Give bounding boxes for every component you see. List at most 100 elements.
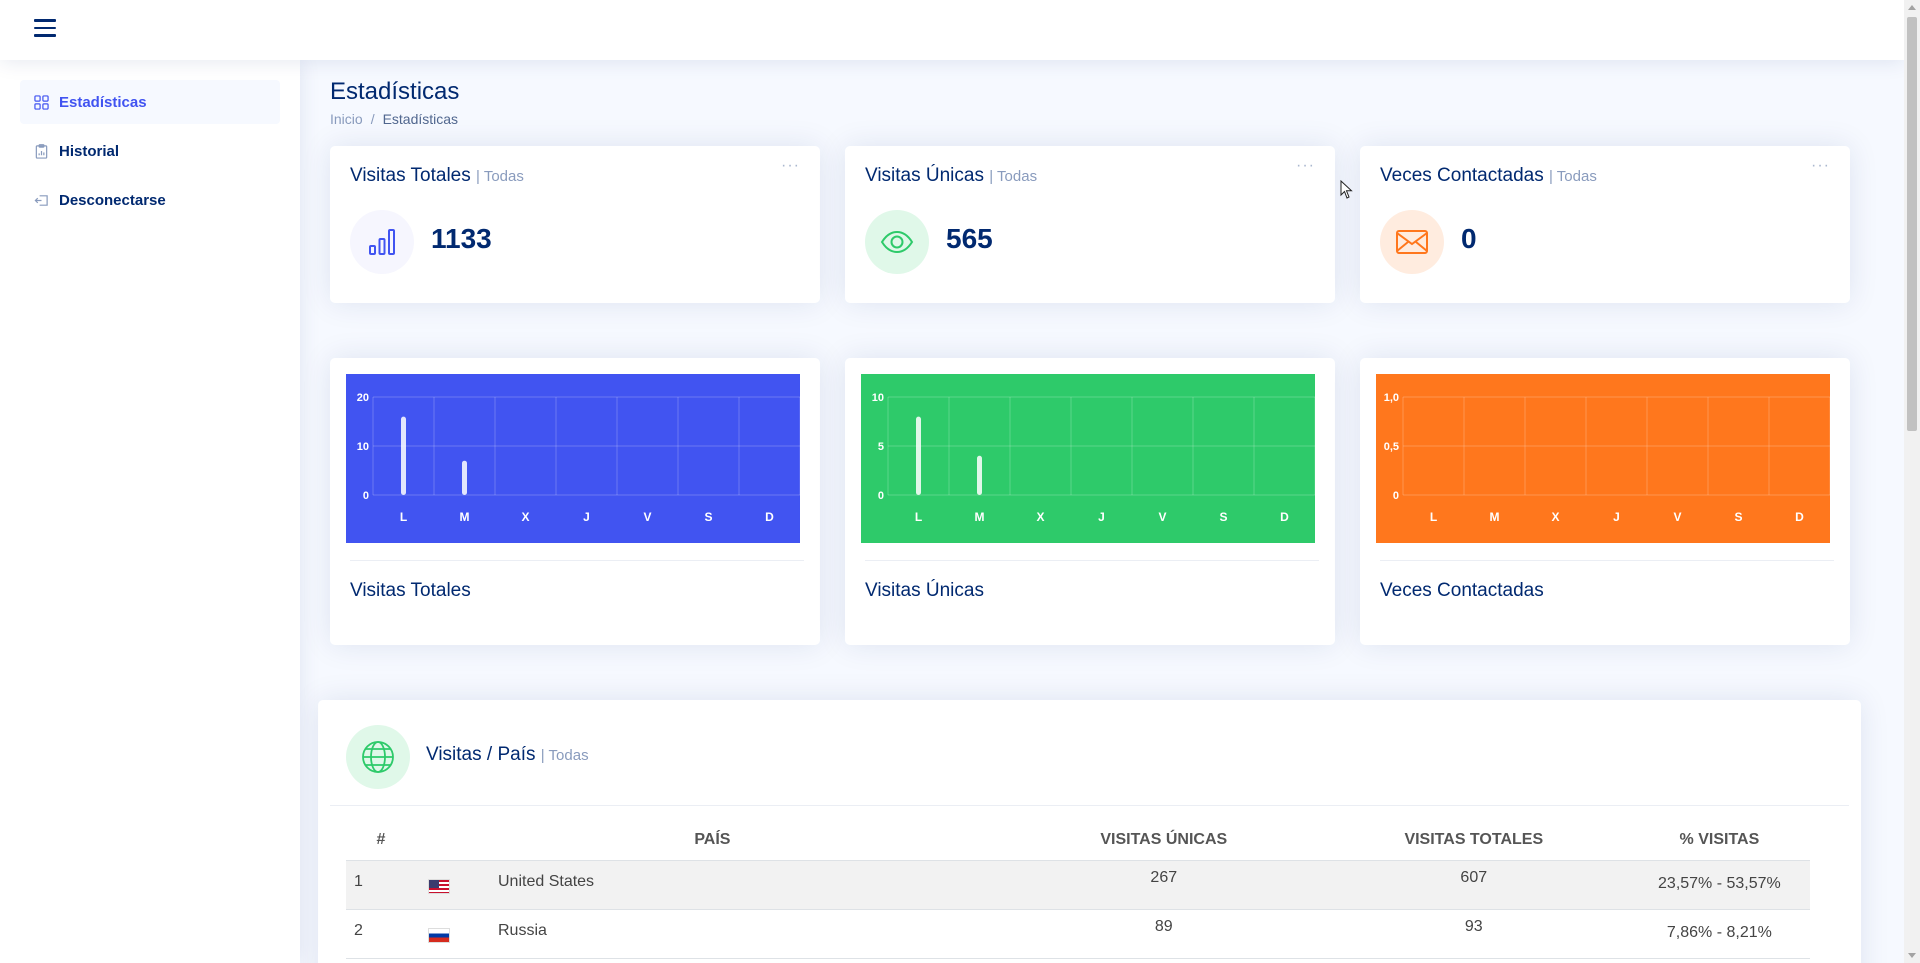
stat-card-title: Visitas Únicas | Todas — [865, 165, 1037, 187]
x-tick-label: L — [1430, 510, 1437, 524]
chart-svg: 0 5 10 L M X J V S D — [861, 374, 1315, 543]
stat-filter-text: | Todas — [476, 168, 524, 185]
flag-us-icon — [416, 860, 498, 910]
x-tick-label: S — [704, 510, 712, 524]
more-options-button[interactable]: ··· — [1296, 157, 1315, 174]
table-row: 2 Russia 89 93 7,86% - 8,21% — [346, 909, 1810, 959]
scroll-up-icon[interactable] — [1908, 5, 1916, 10]
y-tick-label: 5 — [878, 441, 884, 453]
x-tick-label: L — [915, 510, 922, 524]
x-tick-label: D — [1280, 510, 1289, 524]
chart-background — [346, 374, 800, 543]
page-title-block: Estadísticas Inicio / Estadísticas — [330, 78, 459, 127]
x-tick-label: X — [1036, 510, 1044, 524]
row-unique: 89 — [1008, 909, 1319, 959]
x-tick-label: D — [765, 510, 774, 524]
breadcrumb-separator: / — [370, 111, 375, 127]
y-tick-label: 1,0 — [1384, 392, 1399, 404]
sidebar-item-estadisticas[interactable]: Estadísticas — [20, 80, 280, 124]
x-tick-label: S — [1219, 510, 1227, 524]
sidebar-item-label: Desconectarse — [59, 191, 166, 209]
chart-veces-contactadas: 0 0,5 1,0 L M X J V S D — [1376, 374, 1830, 543]
bar-chart-icon — [350, 210, 414, 274]
y-tick-label: 0,5 — [1384, 441, 1399, 453]
table-title-text: Visitas / País — [426, 744, 536, 765]
countries-table: # PAÍS VISITAS ÚNICAS VISITAS TOTALES % … — [346, 820, 1810, 959]
column-header-total[interactable]: VISITAS TOTALES — [1318, 820, 1629, 861]
divider — [350, 560, 804, 561]
breadcrumb-current: Estadísticas — [382, 111, 459, 127]
sidebar: Estadísticas Historial Desconectarse — [0, 60, 300, 963]
table-row: 1 United States 267 607 23,57% - 53,57% — [346, 860, 1810, 910]
more-options-button[interactable]: ··· — [1811, 157, 1830, 174]
envelope-icon — [1380, 210, 1444, 274]
stat-card-title: Visitas Totales | Todas — [350, 165, 524, 187]
x-tick-label: J — [1098, 510, 1105, 524]
y-tick-label: 0 — [363, 490, 369, 502]
y-tick-label: 10 — [357, 441, 369, 453]
stat-filter-text: | Todas — [1549, 168, 1597, 185]
stat-filter-text: | Todas — [989, 168, 1038, 185]
stat-card-visitas-unicas: ··· Visitas Únicas | Todas 565 — [845, 146, 1335, 303]
stat-card-veces-contactadas: ··· Veces Contactadas | Todas 0 — [1360, 146, 1850, 303]
table-title: Visitas / País | Todas — [426, 744, 589, 766]
eye-icon — [865, 210, 929, 274]
breadcrumb: Inicio / Estadísticas — [330, 111, 459, 127]
scroll-down-icon[interactable] — [1908, 953, 1916, 958]
scroll-thumb[interactable] — [1907, 17, 1917, 431]
chart-background — [1376, 374, 1830, 543]
column-header-percent[interactable]: % VISITAS — [1628, 820, 1810, 861]
divider — [865, 560, 1319, 561]
chart-background — [861, 374, 1315, 543]
x-tick-label: J — [1613, 510, 1620, 524]
y-tick-label: 0 — [878, 490, 884, 502]
divider — [1380, 560, 1834, 561]
table-filter-text: | Todas — [540, 747, 589, 764]
chart-title: Visitas Únicas — [865, 580, 984, 601]
x-tick-label: V — [1158, 510, 1166, 524]
x-tick-label: X — [1551, 510, 1559, 524]
sidebar-item-historial[interactable]: Historial — [20, 129, 280, 173]
x-tick-label: L — [400, 510, 407, 524]
x-tick-label: V — [1673, 510, 1681, 524]
logout-icon — [34, 193, 49, 208]
column-header-country[interactable]: PAÍS — [416, 820, 1009, 861]
stat-card-visitas-totales: ··· Visitas Totales | Todas 1133 — [330, 146, 820, 303]
column-header-unique[interactable]: VISITAS ÚNICAS — [1008, 820, 1319, 861]
stat-title-text: Veces Contactadas — [1380, 165, 1544, 186]
row-percent: 7,86% - 8,21% — [1628, 909, 1810, 959]
hamburger-icon[interactable] — [34, 19, 58, 41]
breadcrumb-home[interactable]: Inicio — [330, 111, 363, 127]
flag-ru-icon — [416, 909, 498, 959]
x-tick-label: X — [521, 510, 529, 524]
row-country: Russia — [498, 909, 1009, 959]
x-tick-label: J — [583, 510, 590, 524]
more-options-button[interactable]: ··· — [781, 157, 800, 174]
stat-value: 0 — [1461, 223, 1477, 254]
clipboard-icon — [34, 143, 49, 159]
x-tick-label: M — [975, 510, 985, 524]
x-tick-label: S — [1734, 510, 1742, 524]
page-scrollbar[interactable] — [1904, 0, 1920, 963]
sidebar-item-desconectarse[interactable]: Desconectarse — [20, 178, 280, 222]
column-header-rank[interactable]: # — [346, 820, 416, 861]
chart-title: Visitas Totales — [350, 580, 471, 601]
chart-visitas-totales: 0 10 20 L M X J V S D — [346, 374, 800, 543]
x-tick-label: M — [460, 510, 470, 524]
bar — [916, 416, 921, 495]
bar — [462, 460, 467, 495]
chart-card-visitas-unicas: 0 5 10 L M X J V S D Visitas Únicas — [845, 358, 1335, 645]
sidebar-item-label: Historial — [59, 142, 120, 160]
bar — [977, 455, 982, 495]
table-header-row: # PAÍS VISITAS ÚNICAS VISITAS TOTALES % … — [346, 820, 1810, 861]
x-tick-label: M — [1490, 510, 1500, 524]
chart-card-visitas-totales: 0 10 20 L M X J V S D Visitas Totales — [330, 358, 820, 645]
x-tick-label: V — [643, 510, 651, 524]
row-rank: 2 — [346, 909, 416, 959]
chart-card-veces-contactadas: 0 0,5 1,0 L M X J V S D Veces Contactadas — [1360, 358, 1850, 645]
x-tick-label: D — [1795, 510, 1804, 524]
row-total: 93 — [1318, 909, 1629, 959]
chart-svg: 0 10 20 L M X J V S D — [346, 374, 800, 543]
bar — [401, 416, 406, 495]
row-unique: 267 — [1008, 860, 1319, 910]
